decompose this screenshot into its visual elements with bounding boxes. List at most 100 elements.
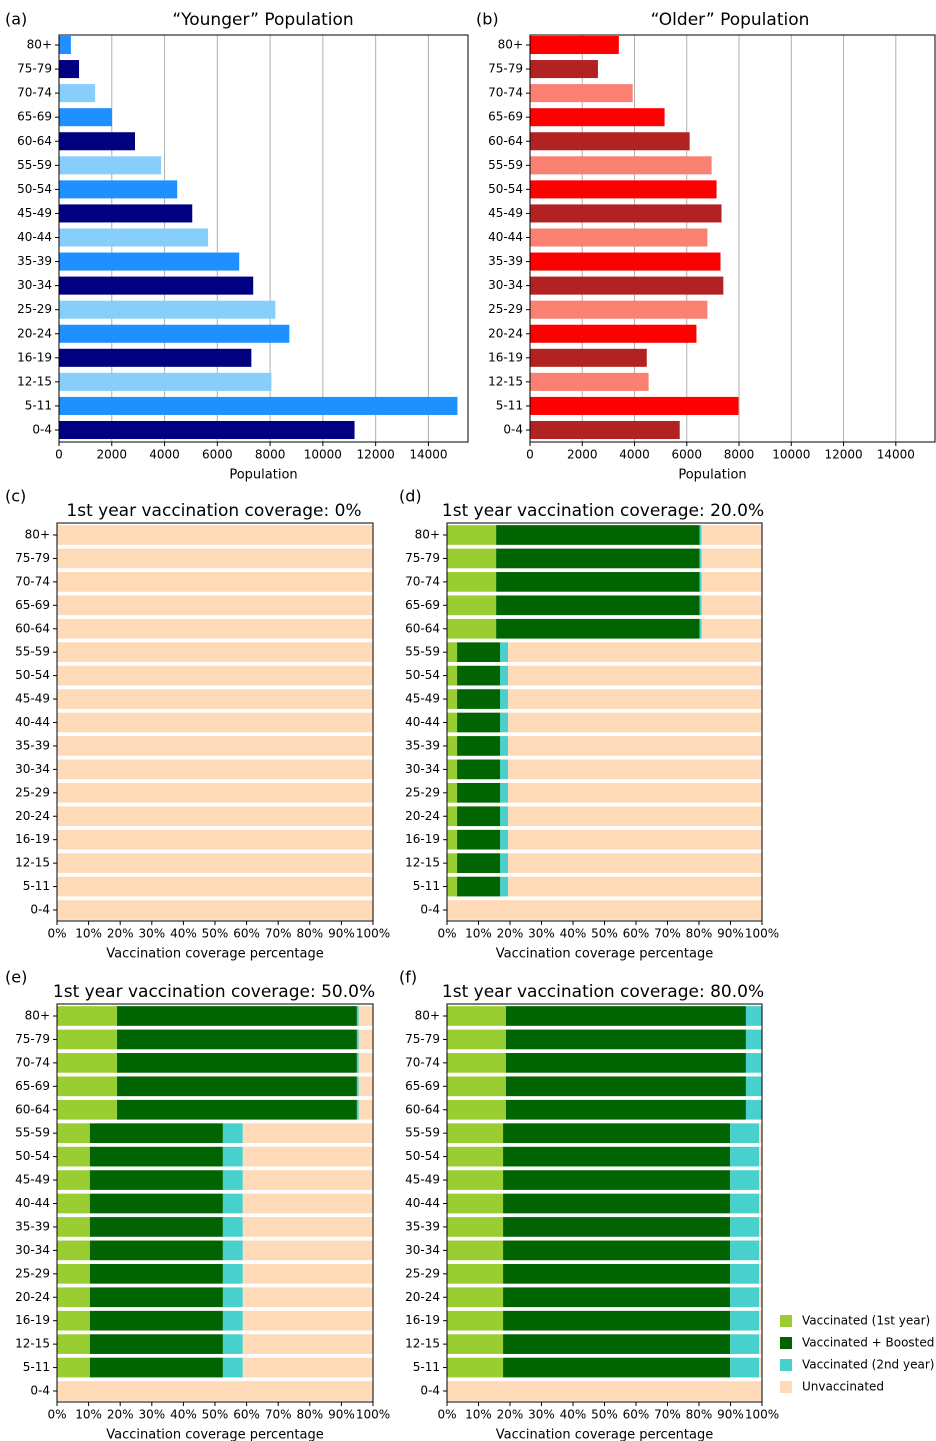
bar-segment: [699, 595, 702, 616]
bar-segment: [701, 572, 762, 592]
bar-segment: [730, 1310, 760, 1331]
legend-swatch: [780, 1381, 792, 1393]
x-tick-label: 2000: [567, 448, 598, 462]
y-tick-label: 40-44: [15, 715, 50, 729]
x-tick-label: 0%: [47, 927, 66, 941]
bar-segment: [500, 829, 509, 850]
x-tick-label: 8000: [255, 448, 286, 462]
bar-segment: [447, 1334, 504, 1354]
bar: [530, 84, 633, 103]
bar-segment: [730, 1146, 760, 1167]
y-tick-label: 12-15: [17, 374, 52, 388]
bar-segment: [57, 1170, 90, 1190]
x-tick-label: 4000: [149, 448, 180, 462]
x-tick-label: 2000: [97, 448, 128, 462]
bar-segment: [222, 1123, 243, 1144]
bar: [59, 348, 252, 367]
bar-segment: [242, 1310, 373, 1331]
y-tick-label: 65-69: [405, 598, 440, 612]
bar-segment: [57, 595, 373, 616]
x-tick-label: 70%: [654, 1408, 681, 1422]
x-tick-label: 20%: [107, 927, 134, 941]
bar-segment: [701, 548, 762, 569]
y-tick-label: 65-69: [405, 1079, 440, 1093]
bar-segment: [500, 759, 509, 780]
bar-segment: [57, 1240, 90, 1261]
bar-segment: [457, 736, 501, 756]
y-tick-label: 20-24: [17, 326, 52, 340]
bar-segment: [57, 900, 373, 920]
bar-segment: [457, 829, 501, 850]
chart-title: 1st year vaccination coverage: 50.0%: [53, 982, 375, 1002]
y-tick-label: 70-74: [15, 574, 50, 588]
panel-label: (f): [399, 968, 417, 987]
x-tick-label: 90%: [328, 1408, 355, 1422]
bar: [530, 252, 721, 271]
bar-segment: [57, 806, 373, 827]
y-tick-label: 35-39: [15, 738, 50, 752]
y-tick-label: 70-74: [15, 1055, 50, 1069]
y-tick-label: 16-19: [15, 832, 50, 846]
legend-swatch: [780, 1359, 792, 1371]
x-axis-label: Population: [229, 468, 297, 483]
bar-segment: [242, 1357, 373, 1378]
bar-segment: [503, 1334, 731, 1354]
y-tick-label: 45-49: [17, 206, 52, 220]
panel-label: (a): [5, 10, 27, 29]
bar-segment: [222, 1310, 243, 1331]
y-tick-label: 80+: [27, 38, 52, 52]
bar-segment: [730, 1240, 760, 1261]
bar-segment: [447, 1053, 506, 1073]
bar-segment: [730, 1217, 760, 1237]
bar-segment: [89, 1146, 223, 1167]
bar-segment: [447, 548, 497, 569]
y-tick-label: 50-54: [405, 668, 440, 682]
bar-segment: [503, 1146, 731, 1167]
bar-segment: [759, 1170, 762, 1190]
x-axis-label: Vaccination coverage percentage: [106, 947, 324, 962]
x-tick-label: 50%: [202, 927, 229, 941]
bar-segment: [57, 1263, 90, 1284]
bar-segment: [57, 618, 373, 639]
x-tick-label: 50%: [591, 927, 618, 941]
x-tick-label: 6000: [202, 448, 233, 462]
y-tick-label: 0-4: [30, 903, 50, 917]
x-tick-label: 100%: [745, 927, 779, 941]
bar-segment: [457, 689, 501, 709]
x-tick-label: 50%: [591, 1408, 618, 1422]
x-tick-label: 20%: [497, 927, 524, 941]
y-tick-label: 20-24: [405, 1290, 440, 1304]
bar-segment: [447, 782, 458, 803]
x-tick-label: 70%: [265, 1408, 292, 1422]
bar-segment: [57, 1310, 90, 1331]
bar-segment: [57, 1053, 118, 1073]
bar: [530, 396, 739, 415]
bar-segment: [508, 712, 762, 733]
y-tick-label: 60-64: [15, 621, 50, 635]
bar-segment: [701, 595, 762, 616]
y-tick-label: 12-15: [405, 856, 440, 870]
bar-segment: [356, 1006, 359, 1026]
bar-segment: [57, 1334, 90, 1354]
chart-title: “Younger” Population: [172, 10, 353, 30]
y-tick-label: 55-59: [15, 645, 50, 659]
bar-segment: [759, 1310, 762, 1331]
bar-segment: [117, 1053, 357, 1073]
x-tick-label: 30%: [138, 1408, 165, 1422]
bar-segment: [447, 900, 762, 920]
y-tick-label: 16-19: [15, 1313, 50, 1327]
x-tick-label: 12000: [824, 448, 862, 462]
x-axis-label: Vaccination coverage percentage: [106, 1428, 324, 1441]
bar-segment: [356, 1099, 359, 1120]
x-axis-label: Population: [678, 468, 746, 483]
x-tick-label: 40%: [170, 927, 197, 941]
bar-segment: [222, 1240, 243, 1261]
chart-title: “Older” Population: [651, 10, 810, 30]
x-tick-label: 90%: [717, 1408, 744, 1422]
y-tick-label: 45-49: [405, 1173, 440, 1187]
y-tick-label: 70-74: [405, 1055, 440, 1069]
y-tick-label: 80+: [415, 1009, 440, 1023]
bar-segment: [447, 1240, 504, 1261]
bar-segment: [508, 806, 762, 827]
y-tick-label: 75-79: [488, 62, 523, 76]
